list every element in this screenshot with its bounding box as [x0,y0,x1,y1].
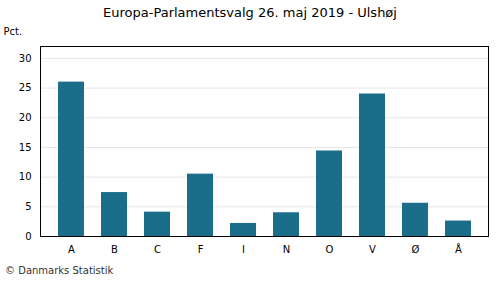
html-text:Europa-Parlamentsvalg 26. maj: Europa-Parlamentsvalg 26. maj 2019 - Uls… [103,5,397,20]
svg-text:0: 0 [25,231,31,242]
svg-text:B: B [111,244,118,255]
svg-text:5: 5 [25,201,31,212]
html-text:© Danmarks Statistik: © Danmarks Statistik [5,265,114,276]
svg-text:20: 20 [19,112,32,123]
svg-text:25: 25 [19,82,32,93]
svg-text:N: N [283,244,290,255]
svg-text:30: 30 [19,53,32,64]
svg-text:V: V [369,244,376,255]
svg-text:15: 15 [19,142,32,153]
svg-text:F: F [198,244,204,255]
svg-text:10: 10 [19,171,32,182]
svg-text:Ø: Ø [412,244,420,255]
svg-text:Å: Å [455,243,462,255]
svg-text:O: O [326,244,334,255]
svg-text:Pct.: Pct. [4,26,23,37]
svg-text:C: C [154,244,161,255]
svg-text:A: A [68,244,75,255]
svg-text:I: I [242,244,245,255]
